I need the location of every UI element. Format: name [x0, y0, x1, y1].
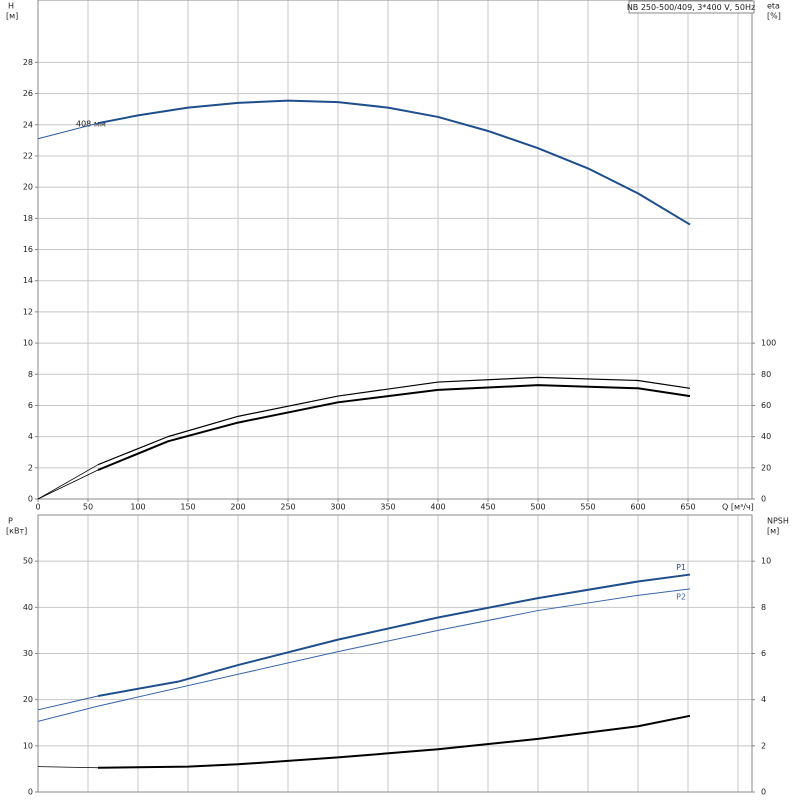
y-tick-label: 40 — [23, 603, 33, 612]
y-axis-unit: [кВт] — [6, 527, 27, 536]
y2-tick-label: 6 — [761, 649, 766, 658]
x-tick-label: 600 — [630, 503, 645, 512]
y2-tick-label: 60 — [761, 401, 771, 410]
curve — [97, 714, 691, 769]
x-tick-label: 200 — [230, 503, 245, 512]
y2-axis-unit: [%] — [767, 12, 781, 21]
x-tick-label: 250 — [280, 503, 295, 512]
x-tick-label: 300 — [330, 503, 345, 512]
y-tick-label: 2 — [28, 463, 33, 472]
y-tick-label: 26 — [23, 89, 33, 98]
y2-axis-label: eta — [767, 2, 780, 11]
y2-tick-label: 4 — [761, 695, 766, 704]
series-label: P1 — [676, 563, 686, 572]
chart-title: NB 250-500/409, 3*400 V, 50Hz — [627, 3, 755, 12]
x-tick-label: 400 — [430, 503, 445, 512]
y-tick-label: 20 — [23, 695, 33, 704]
y-tick-label: 10 — [23, 741, 33, 750]
y2-tick-label: 8 — [761, 603, 766, 612]
curve — [37, 695, 99, 711]
y-tick-label: 28 — [23, 58, 33, 67]
curve — [37, 766, 99, 769]
y2-tick-label: 100 — [761, 339, 776, 348]
x-tick-label: 100 — [130, 503, 145, 512]
curve — [97, 376, 691, 466]
x-tick-label: 550 — [580, 503, 595, 512]
y2-tick-label: 20 — [761, 463, 771, 472]
y-axis-label: P — [8, 517, 13, 526]
y-tick-label: 16 — [23, 245, 33, 254]
y-tick-label: 8 — [28, 370, 33, 379]
x-tick-label: 50 — [83, 503, 93, 512]
y-tick-label: 24 — [23, 120, 33, 129]
y-tick-label: 20 — [23, 183, 33, 192]
y-tick-label: 10 — [23, 339, 33, 348]
y-tick-label: 30 — [23, 649, 33, 658]
y2-tick-label: 2 — [761, 741, 766, 750]
curve — [97, 384, 691, 471]
y-tick-label: 50 — [23, 557, 33, 566]
y2-axis-label: NPSH — [767, 517, 789, 526]
y2-tick-label: 0 — [761, 495, 766, 504]
curve — [97, 573, 691, 697]
y2-axis-unit: [м] — [767, 527, 779, 536]
y-tick-label: 4 — [28, 432, 33, 441]
y-tick-label: 0 — [28, 495, 33, 504]
x-tick-label: 150 — [180, 503, 195, 512]
y-tick-label: 12 — [23, 307, 33, 316]
y-tick-label: 6 — [28, 401, 33, 410]
x-axis-label: Q [м³/ч] — [722, 503, 754, 512]
x-tick-label: 500 — [530, 503, 545, 512]
series-label: P2 — [676, 592, 686, 601]
y-tick-label: 18 — [23, 214, 33, 223]
curve — [97, 99, 691, 226]
curve — [37, 464, 99, 500]
y2-tick-label: 40 — [761, 432, 771, 441]
curve — [37, 122, 99, 140]
title-box — [628, 0, 755, 14]
annotation: 408 мм — [76, 120, 106, 129]
y2-tick-label: 10 — [761, 557, 771, 566]
y-tick-label: 0 — [28, 788, 33, 797]
x-tick-label: 0 — [35, 503, 40, 512]
curve — [37, 588, 691, 722]
curve — [37, 469, 99, 500]
x-tick-label: 350 — [380, 503, 395, 512]
x-tick-label: 650 — [680, 503, 695, 512]
y-tick-label: 22 — [23, 151, 33, 160]
y-axis-label: H — [8, 2, 14, 11]
y-tick-label: 14 — [23, 276, 33, 285]
x-tick-label: 450 — [480, 503, 495, 512]
y2-tick-label: 0 — [761, 788, 766, 797]
y-axis-unit: [м] — [6, 12, 18, 21]
y2-tick-label: 80 — [761, 370, 771, 379]
